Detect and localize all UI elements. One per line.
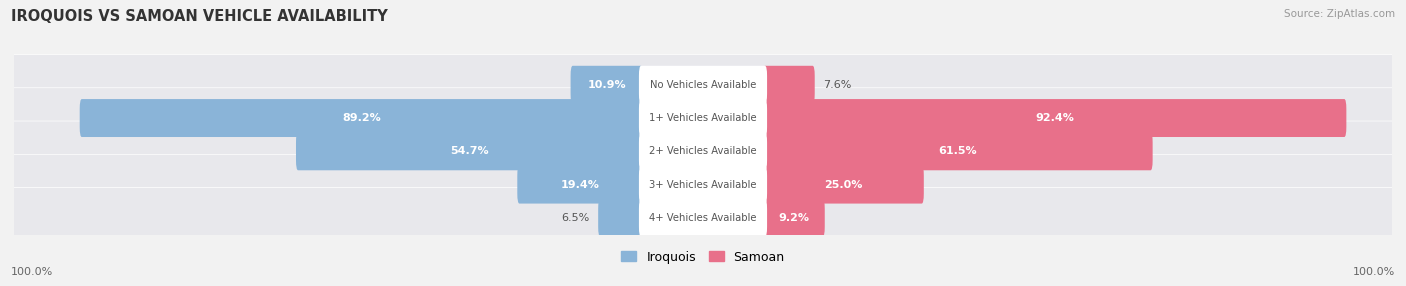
FancyBboxPatch shape <box>638 199 768 237</box>
FancyBboxPatch shape <box>638 66 768 104</box>
Text: 3+ Vehicles Available: 3+ Vehicles Available <box>650 180 756 190</box>
FancyBboxPatch shape <box>638 99 768 137</box>
FancyBboxPatch shape <box>11 188 1395 248</box>
Text: 100.0%: 100.0% <box>11 267 53 277</box>
FancyBboxPatch shape <box>763 132 1153 170</box>
FancyBboxPatch shape <box>763 66 814 104</box>
Text: 7.6%: 7.6% <box>823 80 852 90</box>
Text: Source: ZipAtlas.com: Source: ZipAtlas.com <box>1284 9 1395 19</box>
Text: No Vehicles Available: No Vehicles Available <box>650 80 756 90</box>
Text: 9.2%: 9.2% <box>779 213 810 223</box>
Text: 6.5%: 6.5% <box>561 213 591 223</box>
Text: 61.5%: 61.5% <box>938 146 977 156</box>
Text: 19.4%: 19.4% <box>561 180 599 190</box>
Text: 54.7%: 54.7% <box>450 146 489 156</box>
FancyBboxPatch shape <box>11 121 1395 182</box>
FancyBboxPatch shape <box>763 166 924 204</box>
FancyBboxPatch shape <box>763 199 825 237</box>
FancyBboxPatch shape <box>11 88 1395 148</box>
Text: 100.0%: 100.0% <box>1353 267 1395 277</box>
Text: 10.9%: 10.9% <box>588 80 626 90</box>
FancyBboxPatch shape <box>571 66 643 104</box>
Text: 25.0%: 25.0% <box>824 180 862 190</box>
Text: 92.4%: 92.4% <box>1035 113 1074 123</box>
FancyBboxPatch shape <box>638 132 768 170</box>
Text: 2+ Vehicles Available: 2+ Vehicles Available <box>650 146 756 156</box>
Text: 89.2%: 89.2% <box>342 113 381 123</box>
FancyBboxPatch shape <box>11 54 1395 115</box>
Legend: Iroquois, Samoan: Iroquois, Samoan <box>616 246 790 269</box>
Text: 4+ Vehicles Available: 4+ Vehicles Available <box>650 213 756 223</box>
FancyBboxPatch shape <box>80 99 643 137</box>
Text: 1+ Vehicles Available: 1+ Vehicles Available <box>650 113 756 123</box>
FancyBboxPatch shape <box>517 166 643 204</box>
Text: IROQUOIS VS SAMOAN VEHICLE AVAILABILITY: IROQUOIS VS SAMOAN VEHICLE AVAILABILITY <box>11 9 388 23</box>
FancyBboxPatch shape <box>638 166 768 204</box>
FancyBboxPatch shape <box>11 154 1395 215</box>
FancyBboxPatch shape <box>763 99 1347 137</box>
FancyBboxPatch shape <box>297 132 643 170</box>
FancyBboxPatch shape <box>598 199 643 237</box>
